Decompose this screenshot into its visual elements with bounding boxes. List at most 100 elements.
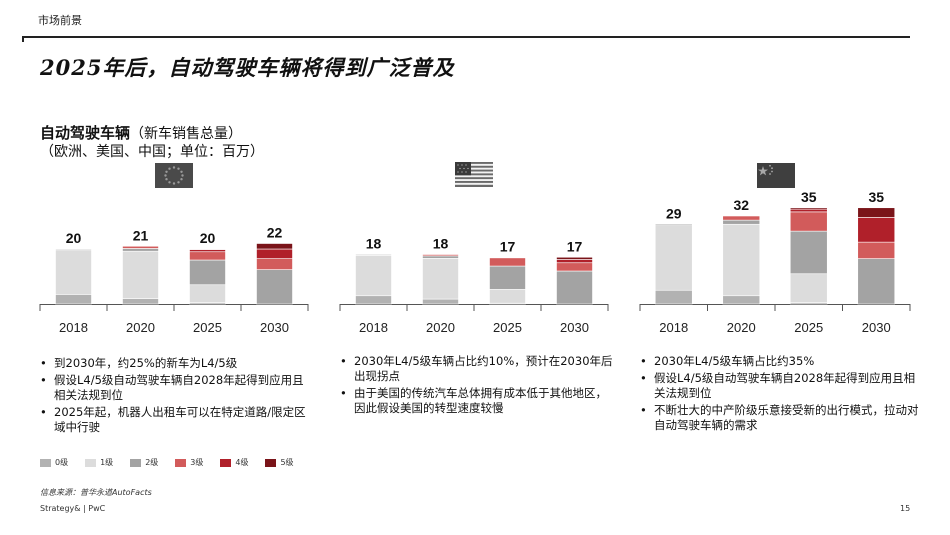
bullet-item: 2030年L4/5级车辆占比约35% bbox=[640, 354, 925, 369]
category-label: 2018 bbox=[659, 320, 688, 335]
bullet-item: 假设L4/5级自动驾驶车辆自2028年起得到应用且相关法规到位 bbox=[40, 373, 315, 403]
category-label: 2018 bbox=[359, 320, 388, 335]
total-label: 20 bbox=[66, 230, 82, 246]
bullet-item: 到2030年，约25%的新车为L4/5级 bbox=[40, 356, 315, 371]
bar-segment bbox=[789, 230, 828, 275]
bullets-cn: 2030年L4/5级车辆占比约35% 假设L4/5级自动驾驶车辆自2028年起得到… bbox=[640, 354, 925, 435]
bullets-eu: 到2030年，约25%的新车为L4/5级假设L4/5级自动驾驶车辆自2028年起… bbox=[40, 356, 315, 437]
legend-swatch bbox=[175, 458, 187, 467]
category-label: 2020 bbox=[727, 320, 756, 335]
legend-item: 3级 bbox=[175, 457, 203, 468]
total-label: 21 bbox=[133, 227, 149, 243]
bar-segment bbox=[556, 259, 593, 264]
category-label: 2030 bbox=[862, 320, 891, 335]
bar-segment bbox=[489, 257, 526, 267]
bar-segment bbox=[654, 223, 693, 226]
footer-brand: Strategy& | PwC bbox=[40, 504, 106, 513]
bar-segment bbox=[256, 248, 293, 259]
category-label: 2025 bbox=[794, 320, 823, 335]
total-label: 20 bbox=[200, 230, 216, 246]
bar-segment bbox=[556, 262, 593, 272]
bar-segment bbox=[489, 289, 526, 304]
page-number: 15 bbox=[900, 504, 911, 513]
bar-segment bbox=[122, 245, 159, 249]
legend-swatch bbox=[265, 458, 277, 467]
legend-label: 3级 bbox=[190, 458, 204, 467]
legend-swatch bbox=[85, 458, 97, 467]
bullet-item: 不断壮大的中产阶级乐意接受新的出行模式，拉动对自动驾驶车辆的需求 bbox=[640, 403, 925, 433]
bar-segment bbox=[189, 284, 226, 303]
bar-segment bbox=[55, 248, 92, 251]
bullet-item: 由于美国的传统汽车总体拥有成本低于其他地区，因此假设美国的转型速度较慢 bbox=[340, 386, 615, 416]
china-flag-icon bbox=[757, 163, 795, 188]
bar-segment bbox=[556, 270, 593, 305]
total-label: 18 bbox=[433, 236, 449, 252]
bar-segment bbox=[489, 256, 526, 259]
category-label: 2025 bbox=[493, 320, 522, 335]
category-label: 2025 bbox=[193, 320, 222, 335]
bar-segment bbox=[122, 248, 159, 252]
subtitle-rest: （新车销售总量） bbox=[130, 126, 243, 142]
bar-segment bbox=[789, 208, 828, 213]
bar-segment bbox=[857, 241, 896, 259]
legend-item: 0级 bbox=[40, 457, 68, 468]
bar-segment bbox=[355, 255, 392, 297]
top-rule bbox=[22, 36, 910, 38]
category-label: 2030 bbox=[560, 320, 589, 335]
source-note: 信息来源：普华永道AutoFacts bbox=[40, 488, 152, 497]
bar-segment bbox=[189, 249, 226, 253]
bar-segment bbox=[189, 259, 226, 286]
total-label: 29 bbox=[666, 205, 682, 221]
bar-segment bbox=[355, 295, 392, 305]
bullets-us: 2030年L4/5级车辆占比约10%，预计在2030年后出现拐点由于美国的传统汽… bbox=[340, 354, 615, 418]
legend-label: 0级 bbox=[55, 458, 69, 467]
legend-swatch bbox=[220, 458, 232, 467]
total-label: 17 bbox=[500, 238, 516, 254]
legend-item: 4级 bbox=[220, 457, 248, 468]
bar-segment bbox=[256, 243, 293, 250]
category-label: 2020 bbox=[426, 320, 455, 335]
category-label: 2030 bbox=[260, 320, 289, 335]
bar-segment bbox=[489, 265, 526, 290]
total-label: 35 bbox=[868, 189, 884, 205]
bar-segment bbox=[722, 215, 761, 221]
category-label: 2020 bbox=[126, 320, 155, 335]
bar-segment bbox=[722, 219, 761, 225]
subtitle-line2: （欧洲、美国、中国；单位：百万） bbox=[40, 144, 264, 160]
legend-swatch bbox=[130, 458, 142, 467]
bar-segment bbox=[55, 294, 92, 305]
legend-item: 5级 bbox=[265, 457, 294, 468]
legend-label: 4级 bbox=[235, 458, 249, 467]
bar-segment bbox=[654, 225, 693, 291]
bar-segment bbox=[857, 217, 896, 243]
bar-segment bbox=[722, 295, 761, 305]
subtitle-bold: 自动驾驶车辆 bbox=[40, 124, 131, 142]
bar-segment bbox=[256, 258, 293, 270]
bar-segment bbox=[789, 211, 828, 232]
total-label: 22 bbox=[267, 225, 283, 241]
bar-segment bbox=[789, 273, 828, 303]
bar-segment bbox=[122, 298, 159, 305]
bar-segment bbox=[355, 254, 392, 256]
bar-segment bbox=[422, 298, 459, 305]
bar-segment bbox=[189, 251, 226, 261]
total-label: 32 bbox=[733, 197, 749, 213]
bullet-item: 假设L4/5级自动驾驶车辆自2028年起得到应用且相关法规到位 bbox=[640, 371, 925, 401]
bar-segment bbox=[122, 250, 159, 299]
bar-segment bbox=[722, 223, 761, 297]
legend-label: 2级 bbox=[145, 458, 159, 467]
bullet-item: 2030年L4/5级车辆占比约10%，预计在2030年后出现拐点 bbox=[340, 354, 615, 384]
eu-flag-icon bbox=[155, 163, 193, 188]
bar-segment bbox=[422, 255, 459, 259]
bar-segment bbox=[556, 256, 593, 260]
total-label: 18 bbox=[366, 236, 382, 252]
page-title: 2025年后，自动驾驶车辆将得到广泛普及 bbox=[40, 55, 455, 80]
bar-segment bbox=[256, 269, 293, 305]
bar-segment bbox=[422, 258, 459, 300]
section-label: 市场前景 bbox=[38, 14, 82, 27]
bar-segment bbox=[55, 249, 92, 295]
bar-segment bbox=[789, 207, 828, 210]
total-label: 35 bbox=[801, 189, 817, 205]
legend-item: 1级 bbox=[85, 457, 113, 468]
